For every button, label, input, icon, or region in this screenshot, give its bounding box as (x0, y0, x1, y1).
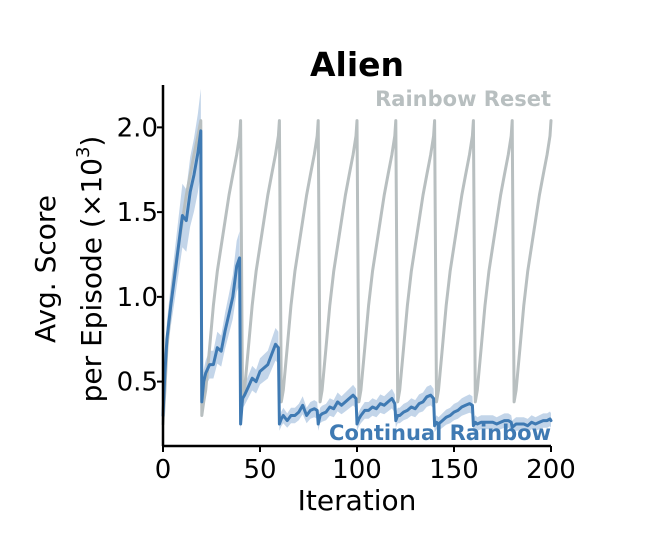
y-tick-label-2: 2.0 (117, 113, 158, 143)
y-tick-label-1: 1.0 (117, 283, 158, 313)
y-axis-label-exponent: 3 (73, 147, 94, 158)
x-axis-label: Iteration (298, 484, 417, 517)
series-line-continual-rainbow (161, 129, 553, 429)
y-axis-label-prefix: per Episode (×10 (75, 158, 108, 402)
y-axis-label-line1: Avg. Score (29, 195, 62, 343)
legend-label-rainbow-reset: Rainbow Reset (375, 87, 551, 111)
x-tick-label-100: 100 (332, 455, 382, 485)
y-axis-label: Avg. Score per Episode (×103) (29, 136, 108, 403)
x-tick-label-150: 150 (429, 455, 479, 485)
x-tick-label-200: 200 (526, 455, 576, 485)
y-tick-label-1.5: 1.5 (117, 198, 158, 228)
chart-title: Alien (310, 45, 404, 84)
y-axis-label-line2: per Episode (×103) (73, 136, 108, 403)
series-line-rainbow-reset (161, 119, 553, 426)
x-tick-label-0: 0 (155, 455, 172, 485)
legend-label-continual-rainbow: Continual Rainbow (329, 421, 551, 445)
y-axis-label-suffix: ) (75, 136, 108, 147)
ticks-layer: 0 50 100 150 200 0.5 1.0 1.5 2.0 (117, 113, 576, 485)
x-tick-label-50: 50 (243, 455, 276, 485)
series-layer (161, 88, 553, 435)
y-tick-label-0.5: 0.5 (117, 368, 158, 398)
